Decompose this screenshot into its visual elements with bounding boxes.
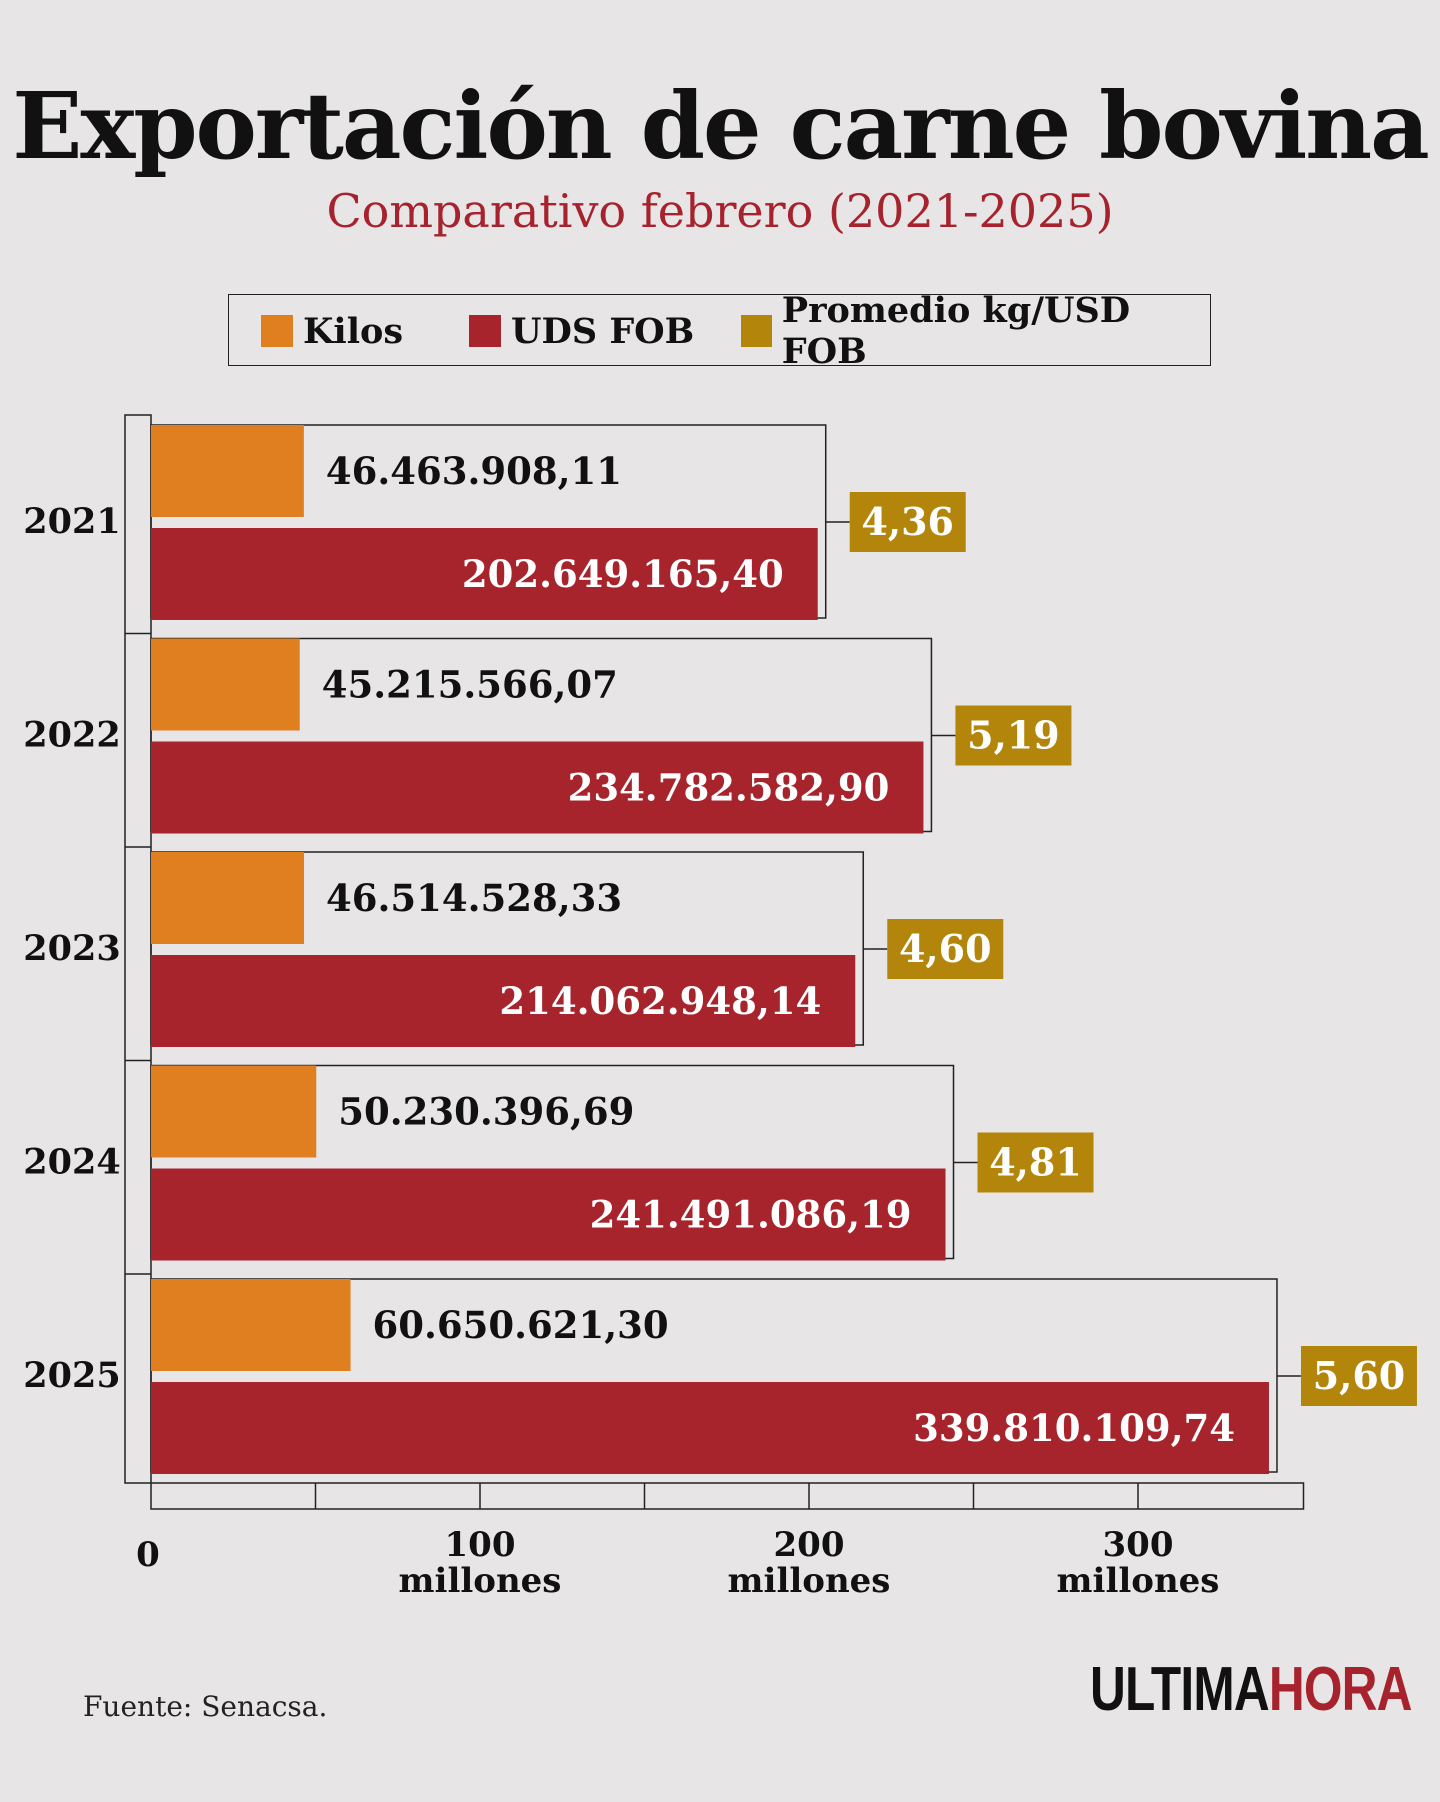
brand-logo-part1: ULTIMA [1090, 1655, 1270, 1724]
promedio-badge [1300, 1346, 1417, 1406]
source-note: Fuente: Senacsa. [83, 1690, 328, 1723]
promedio-value-label: 4,36 [861, 499, 954, 544]
legend-item-promedio: Promedio kg/USD FOB [741, 290, 1210, 372]
promedio-badge [849, 492, 966, 552]
x-tick-sublabel: millones [399, 1561, 562, 1601]
legend-label-kilos: Kilos [303, 310, 404, 352]
uds-fob-bar [151, 528, 818, 620]
kilos-bar [151, 852, 305, 944]
kilos-value-label: 46.463.908,11 [326, 449, 622, 493]
category-label: 2023 [23, 928, 120, 969]
chart-title: Exportación de carne bovina [12, 72, 1430, 180]
category-label: 2022 [23, 715, 120, 756]
brand-logo: ULTIMAHORA [1090, 1654, 1413, 1725]
promedio-value-label: 4,60 [899, 926, 992, 971]
uds-fob-bar [151, 955, 856, 1047]
x-tick-label: 100 [445, 1525, 516, 1565]
x-tick-sublabel: millones [728, 1561, 891, 1601]
uds-fob-value-label: 202.649.165,40 [462, 552, 784, 596]
kilos-bar [151, 1279, 351, 1371]
chart-subtitle: Comparativo febrero (2021-2025) [326, 184, 1114, 238]
kilos-value-label: 46.514.528,33 [326, 876, 622, 920]
x-tick-label: 300 [1103, 1525, 1174, 1565]
kilos-bar [151, 638, 300, 731]
bar-chart: 46.463.908,11 202.649.165,40 4,36 2021 45.21… [23, 414, 1417, 1601]
promedio-badge [887, 919, 1004, 979]
promedio-badge [977, 1132, 1094, 1193]
uds-fob-bar [151, 741, 924, 834]
uds-fob-bar [151, 1382, 1269, 1474]
uds-fob-value-label: 234.782.582,90 [568, 766, 890, 810]
category-label: 2021 [23, 501, 120, 542]
kilos-value-label: 50.230.396,69 [338, 1090, 634, 1134]
legend-swatch-kilos [261, 315, 293, 347]
y-axis-spine [124, 414, 152, 1484]
legend-label-promedio: Promedio kg/USD FOB [781, 290, 1131, 372]
x-tick-label: 200 [774, 1525, 845, 1565]
x-axis-strip [150, 1482, 1305, 1510]
uds-fob-value-label: 339.810.109,74 [913, 1406, 1235, 1450]
legend-item-kilos: Kilos [261, 295, 403, 367]
legend: Kilos UDS FOB Promedio kg/USD FOB [228, 290, 1211, 372]
uds-fob-value-label: 214.062.948,14 [499, 979, 821, 1023]
legend-swatch-uds-fob [469, 315, 501, 347]
kilos-value-label: 45.215.566,07 [322, 663, 618, 707]
category-label: 2024 [23, 1142, 120, 1183]
kilos-value-label: 60.650.621,30 [373, 1303, 669, 1347]
kilos-bar [151, 425, 304, 517]
promedio-value-label: 5,60 [1313, 1353, 1406, 1398]
uds-fob-value-label: 241.491.086,19 [590, 1193, 912, 1237]
promedio-value-label: 5,19 [967, 713, 1060, 758]
x-tick-label: 0 [136, 1535, 160, 1575]
promedio-badge [955, 705, 1072, 766]
promedio-value-label: 4,81 [989, 1140, 1082, 1185]
legend-swatch-promedio [741, 315, 772, 347]
legend-item-uds-fob: UDS FOB [469, 295, 694, 367]
brand-logo-part2: HORA [1268, 1655, 1413, 1724]
kilos-bar [151, 1065, 317, 1158]
category-label: 2025 [23, 1355, 120, 1396]
legend-label-uds-fob: UDS FOB [511, 310, 695, 352]
uds-fob-bar [151, 1168, 946, 1261]
x-tick-sublabel: millones [1057, 1561, 1220, 1601]
